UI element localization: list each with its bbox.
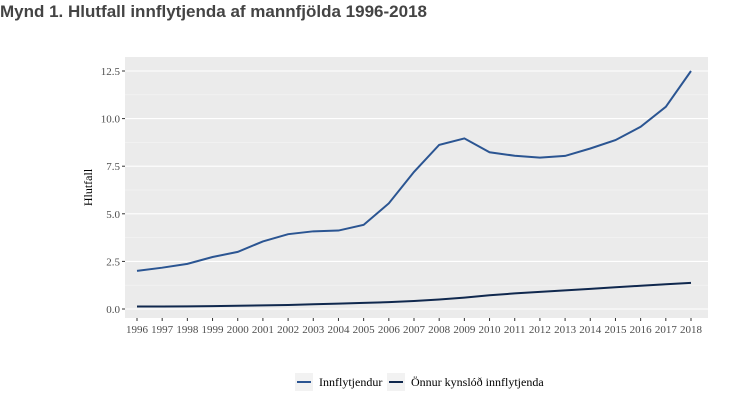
y-tick-label: 0.0 (106, 304, 120, 316)
y-tick-label: 2.5 (106, 256, 120, 268)
x-tick-label: 1998 (176, 324, 199, 336)
y-axis-label: Hlutfall (81, 168, 95, 206)
y-tick-label: 10.0 (101, 114, 121, 126)
x-tick-label: 2001 (252, 324, 274, 336)
series-line-2 (137, 281, 692, 308)
x-tick-label: 1999 (202, 324, 225, 336)
plot-panel (125, 57, 708, 318)
x-tick-label: 2016 (630, 324, 653, 336)
x-tick-label: 2011 (504, 324, 526, 336)
x-tick-label: 2014 (579, 324, 602, 336)
x-tick-label: 2005 (353, 324, 376, 336)
legend-label: Innflytjendur (319, 375, 382, 389)
x-tick-label: 2017 (655, 324, 678, 336)
x-tick-label: 2007 (403, 324, 426, 336)
x-tick-label: 2012 (529, 324, 551, 336)
x-tick-label: 2013 (554, 324, 577, 336)
series-line-1 (136, 70, 692, 272)
x-tick-label: 2004 (327, 324, 350, 336)
x-tick-label: 1997 (151, 324, 174, 336)
x-tick-label: 2000 (227, 324, 250, 336)
y-tick-label: 7.5 (106, 161, 120, 173)
x-tick-label: 2010 (479, 324, 502, 336)
x-tick-label: 2018 (680, 324, 703, 336)
legend-label: Önnur kynslóð innflytjenda (411, 375, 544, 389)
chart-title: Mynd 1. Hlutfall innflytjenda af mannfjö… (0, 2, 427, 21)
x-tick-label: 1996 (126, 324, 149, 336)
x-tick-label: 2008 (428, 324, 451, 336)
y-tick-label: 12.5 (101, 66, 121, 78)
x-tick-label: 2006 (378, 324, 401, 336)
x-tick-label: 2002 (277, 324, 299, 336)
x-tick-label: 2009 (453, 324, 476, 336)
x-tick-label: 2003 (302, 324, 325, 336)
y-tick-label: 5.0 (106, 209, 120, 221)
x-tick-label: 2015 (604, 324, 627, 336)
